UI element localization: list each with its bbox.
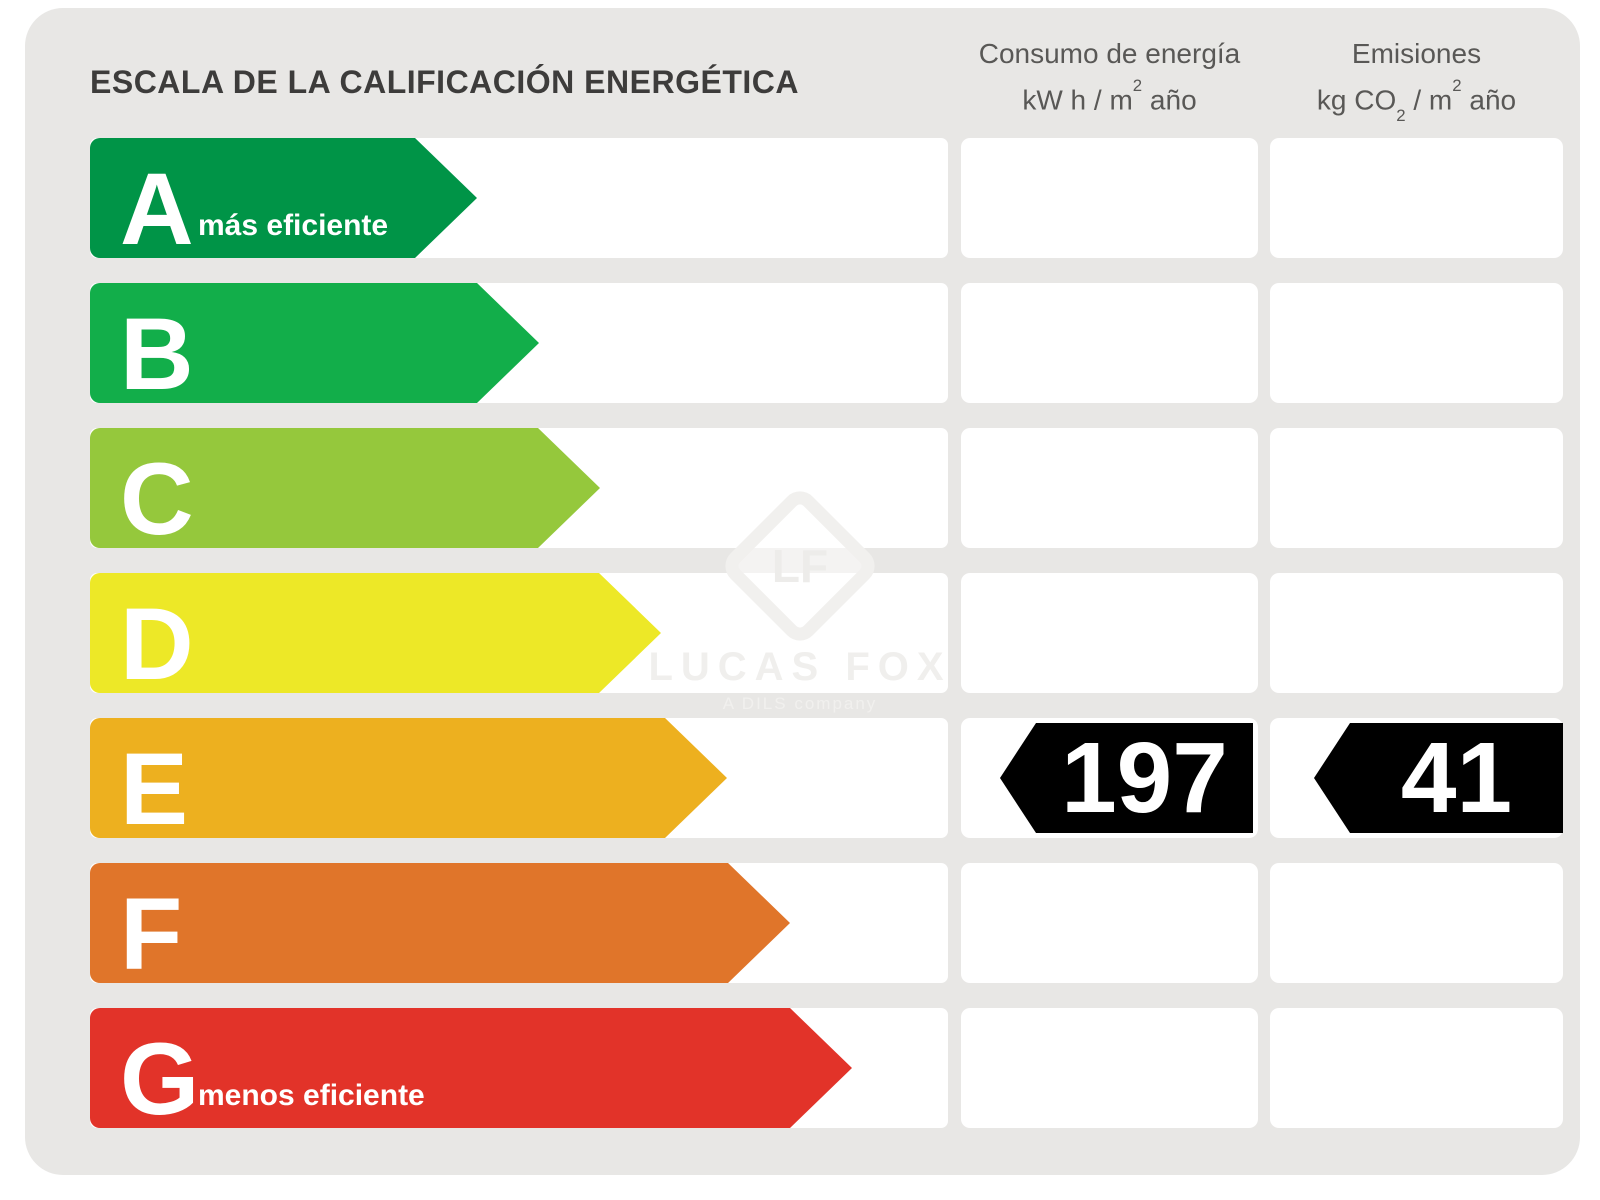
- certificate-card: ESCALA DE LA CALIFICACIÓN ENERGÉTICA Con…: [25, 8, 1580, 1175]
- consumo-cell: 197: [961, 718, 1258, 838]
- grade-letter: B: [120, 297, 194, 412]
- value-arrow-tip-icon: [1000, 723, 1036, 833]
- grade-bar: B: [90, 283, 539, 412]
- emisiones-value: 41: [1400, 722, 1513, 834]
- grade-label: más eficiente: [198, 209, 389, 242]
- grade-bar: G menos eficiente: [90, 1008, 852, 1137]
- grade-bar: A más eficiente: [90, 138, 477, 267]
- chart-title: ESCALA DE LA CALIFICACIÓN ENERGÉTICA: [90, 64, 799, 100]
- grade-letter: G: [120, 1022, 200, 1137]
- consumo-cell: [961, 1008, 1258, 1128]
- rating-row: 197 41 E: [25, 718, 1600, 847]
- grade-bar-body: D: [90, 573, 599, 702]
- grade-bar-tip-icon: [538, 428, 600, 548]
- rating-row: B: [25, 283, 1600, 412]
- grade-bar: D: [90, 573, 661, 702]
- emisiones-cell: [1270, 283, 1563, 403]
- emisiones-value-arrow: 41: [1314, 723, 1563, 833]
- value-arrow-body: 41: [1350, 723, 1563, 833]
- consumo-cell: [961, 428, 1258, 548]
- emisiones-cell: [1270, 428, 1563, 548]
- grade-bar-body: F: [90, 863, 728, 992]
- grade-bar: E: [90, 718, 727, 847]
- grade-bar-tip-icon: [665, 718, 727, 838]
- grade-bar-body: G menos eficiente: [90, 1008, 790, 1137]
- grade-bar-body: C: [90, 428, 538, 557]
- grade-bar-tip-icon: [728, 863, 790, 983]
- grade-bar-body: B: [90, 283, 477, 412]
- consumo-value: 197: [1061, 722, 1228, 834]
- emisiones-cell: [1270, 863, 1563, 983]
- grade-letter: C: [120, 442, 194, 557]
- emisiones-header-unit: kg CO2 / m2 año: [1316, 76, 1517, 125]
- emisiones-column-header: Emisiones kg CO2 / m2 año: [1270, 34, 1563, 131]
- emisiones-cell: [1270, 573, 1563, 693]
- emisiones-cell: [1270, 1008, 1563, 1128]
- consumo-column-header: Consumo de energía kW h / m2 año: [961, 34, 1258, 120]
- emisiones-cell: 41: [1270, 718, 1563, 838]
- value-arrow-body: 197: [1036, 723, 1253, 833]
- rating-row: G menos eficiente: [25, 1008, 1600, 1137]
- grade-bar-body: A más eficiente: [90, 138, 415, 267]
- consumo-header-unit: kW h / m2 año: [1022, 76, 1197, 116]
- grade-bar-body: E: [90, 718, 665, 847]
- grade-letter: E: [120, 732, 189, 847]
- emisiones-cell: [1270, 138, 1563, 258]
- grade-letter: A: [120, 152, 194, 267]
- grade-letter: F: [120, 877, 183, 992]
- rating-row: C: [25, 428, 1600, 557]
- grade-letter: D: [120, 587, 194, 702]
- consumo-value-arrow: 197: [1000, 723, 1253, 833]
- grade-bar-tip-icon: [415, 138, 477, 258]
- grade-bar: C: [90, 428, 600, 557]
- consumo-cell: [961, 283, 1258, 403]
- rating-row: D: [25, 573, 1600, 702]
- grade-bar: F: [90, 863, 790, 992]
- grade-bar-tip-icon: [599, 573, 661, 693]
- emisiones-header-title: Emisiones: [1351, 38, 1482, 69]
- consumo-header-title: Consumo de energía: [978, 38, 1241, 69]
- consumo-cell: [961, 573, 1258, 693]
- consumo-cell: [961, 863, 1258, 983]
- grade-label: menos eficiente: [198, 1079, 425, 1112]
- rating-row: F: [25, 863, 1600, 992]
- consumo-cell: [961, 138, 1258, 258]
- grade-bar-tip-icon: [477, 283, 539, 403]
- grade-bar-tip-icon: [790, 1008, 852, 1128]
- rating-row: A más eficiente: [25, 138, 1600, 267]
- value-arrow-tip-icon: [1314, 723, 1350, 833]
